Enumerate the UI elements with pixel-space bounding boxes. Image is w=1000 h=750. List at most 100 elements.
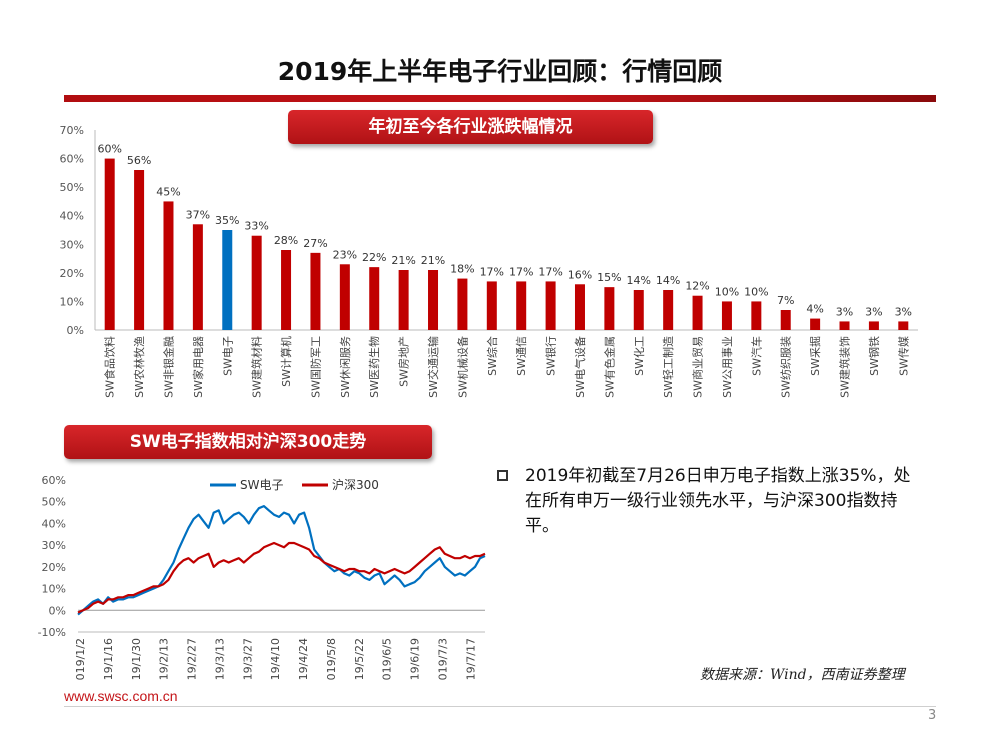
bar-value-label: 17% (509, 265, 533, 278)
bar (839, 321, 850, 330)
bar (898, 321, 909, 330)
x-category-label: SW农林牧渔 (132, 336, 146, 398)
y-tick-label: 30% (60, 238, 84, 251)
bar-value-label: 33% (244, 220, 268, 233)
x-tick-label: 2019/2/13 (158, 638, 171, 680)
bar-value-label: 23% (333, 248, 357, 261)
bar (810, 318, 821, 330)
bar-value-label: 7% (777, 294, 794, 307)
x-category-label: SW传媒 (897, 336, 910, 376)
bar (780, 310, 791, 330)
bar (134, 170, 145, 330)
x-tick-label: 2019/4/10 (269, 638, 282, 680)
x-tick-label: 2019/1/16 (102, 638, 115, 680)
y-tick-label: 10% (60, 295, 84, 308)
y-tick-label: 20% (60, 267, 84, 280)
bar-value-label: 22% (362, 251, 386, 264)
x-tick-label: 2019/7/17 (464, 638, 477, 680)
y-tick-label: 40% (42, 517, 66, 530)
bar (222, 230, 233, 330)
bar (281, 250, 292, 330)
x-category-label: SW通信 (515, 336, 528, 376)
x-category-label: SW交通运输 (426, 336, 440, 398)
x-tick-label: 2019/7/3 (436, 638, 449, 680)
x-category-label: SW综合 (485, 336, 499, 376)
y-tick-label: 50% (42, 496, 66, 509)
bar-value-label: 18% (450, 263, 474, 276)
x-category-label: SW食品饮料 (103, 336, 117, 398)
x-category-label: SW化工 (632, 336, 646, 376)
x-category-label: SW电气设备 (573, 336, 587, 398)
square-bullet-icon (497, 470, 508, 481)
bar-value-label: 10% (715, 285, 739, 298)
bar (604, 287, 615, 330)
bar-value-label: 16% (568, 268, 592, 281)
bar-value-label: 60% (97, 143, 121, 156)
series-line (77, 504, 486, 616)
bar-value-label: 15% (597, 271, 621, 284)
x-tick-label: 2019/2/27 (186, 638, 199, 680)
bar (398, 270, 409, 330)
x-category-label: SW采掘 (808, 336, 822, 376)
x-category-label: SW有色金属 (602, 336, 616, 398)
bar (369, 267, 380, 330)
bar-value-label: 56% (127, 154, 151, 167)
x-category-label: SW纺织服装 (779, 336, 793, 398)
bar (663, 290, 674, 330)
y-tick-label: 20% (42, 561, 66, 574)
bar-value-label: 14% (627, 274, 651, 287)
x-category-label: SW计算机 (279, 336, 293, 387)
x-category-label: SW机械设备 (455, 336, 469, 398)
bar-chart-title: 年初至今各行业涨跌幅情况 (288, 110, 653, 144)
bullet-text: 2019年初截至7月26日申万电子指数上涨35%，处在所有申万一级行业领先水平，… (525, 466, 911, 536)
bar (251, 235, 262, 330)
y-tick-label: 0% (49, 604, 66, 617)
bar (486, 281, 497, 330)
bar (339, 264, 350, 330)
x-tick-label: 2019/6/19 (409, 638, 422, 680)
y-tick-label: 30% (42, 539, 66, 552)
x-tick-label: 2019/5/22 (353, 638, 366, 680)
x-category-label: SW汽车 (749, 336, 763, 376)
bar-value-label: 3% (836, 305, 853, 318)
legend-label: 沪深300 (332, 478, 379, 492)
x-category-label: SW公用事业 (721, 336, 734, 398)
bar (545, 281, 556, 330)
x-tick-label: 2019/1/30 (130, 638, 143, 680)
bar (751, 301, 762, 330)
bar (163, 201, 174, 330)
x-category-label: SW家用电器 (191, 336, 205, 398)
x-category-label: SW银行 (544, 336, 558, 376)
bar-value-label: 14% (656, 274, 680, 287)
bar-value-label: 3% (865, 305, 882, 318)
bar (692, 295, 703, 330)
x-category-label: SW轻工制造 (661, 336, 675, 398)
bar (574, 284, 585, 330)
x-category-label: SW建筑装饰 (838, 336, 852, 398)
y-tick-label: 70% (60, 124, 84, 137)
x-category-label: SW医药生物 (367, 336, 381, 398)
bar-value-label: 4% (806, 303, 823, 316)
y-tick-label: 10% (42, 583, 66, 596)
series-line (77, 541, 486, 614)
data-source: 数据来源：Wind，西南证券整理 (700, 667, 905, 683)
bar (428, 270, 439, 330)
title-divider (64, 95, 936, 102)
y-tick-label: 60% (60, 153, 84, 166)
page-number: 3 (928, 708, 937, 723)
footer-divider (64, 706, 936, 707)
x-category-label: SW休闲服务 (338, 336, 352, 398)
legend-label: SW电子 (240, 478, 283, 492)
x-category-label: SW国防军工 (308, 336, 322, 398)
y-tick-label: 50% (60, 181, 84, 194)
x-tick-label: 2019/3/13 (213, 638, 226, 680)
bar (633, 290, 644, 330)
x-category-label: SW房地产 (397, 336, 411, 387)
y-tick-label: 60% (42, 474, 66, 487)
bar (192, 224, 203, 330)
footer-url[interactable]: www.swsc.com.cn (64, 688, 178, 704)
industry-bar-chart: 0% 10% 20% 30% 40% 50% 60% 70% 60% SW食品饮料 56% SW农林牧… (60, 124, 918, 398)
bar-value-label: 21% (421, 254, 445, 267)
bar-value-label: 10% (744, 285, 768, 298)
x-category-label: SW商业贸易 (691, 336, 705, 398)
